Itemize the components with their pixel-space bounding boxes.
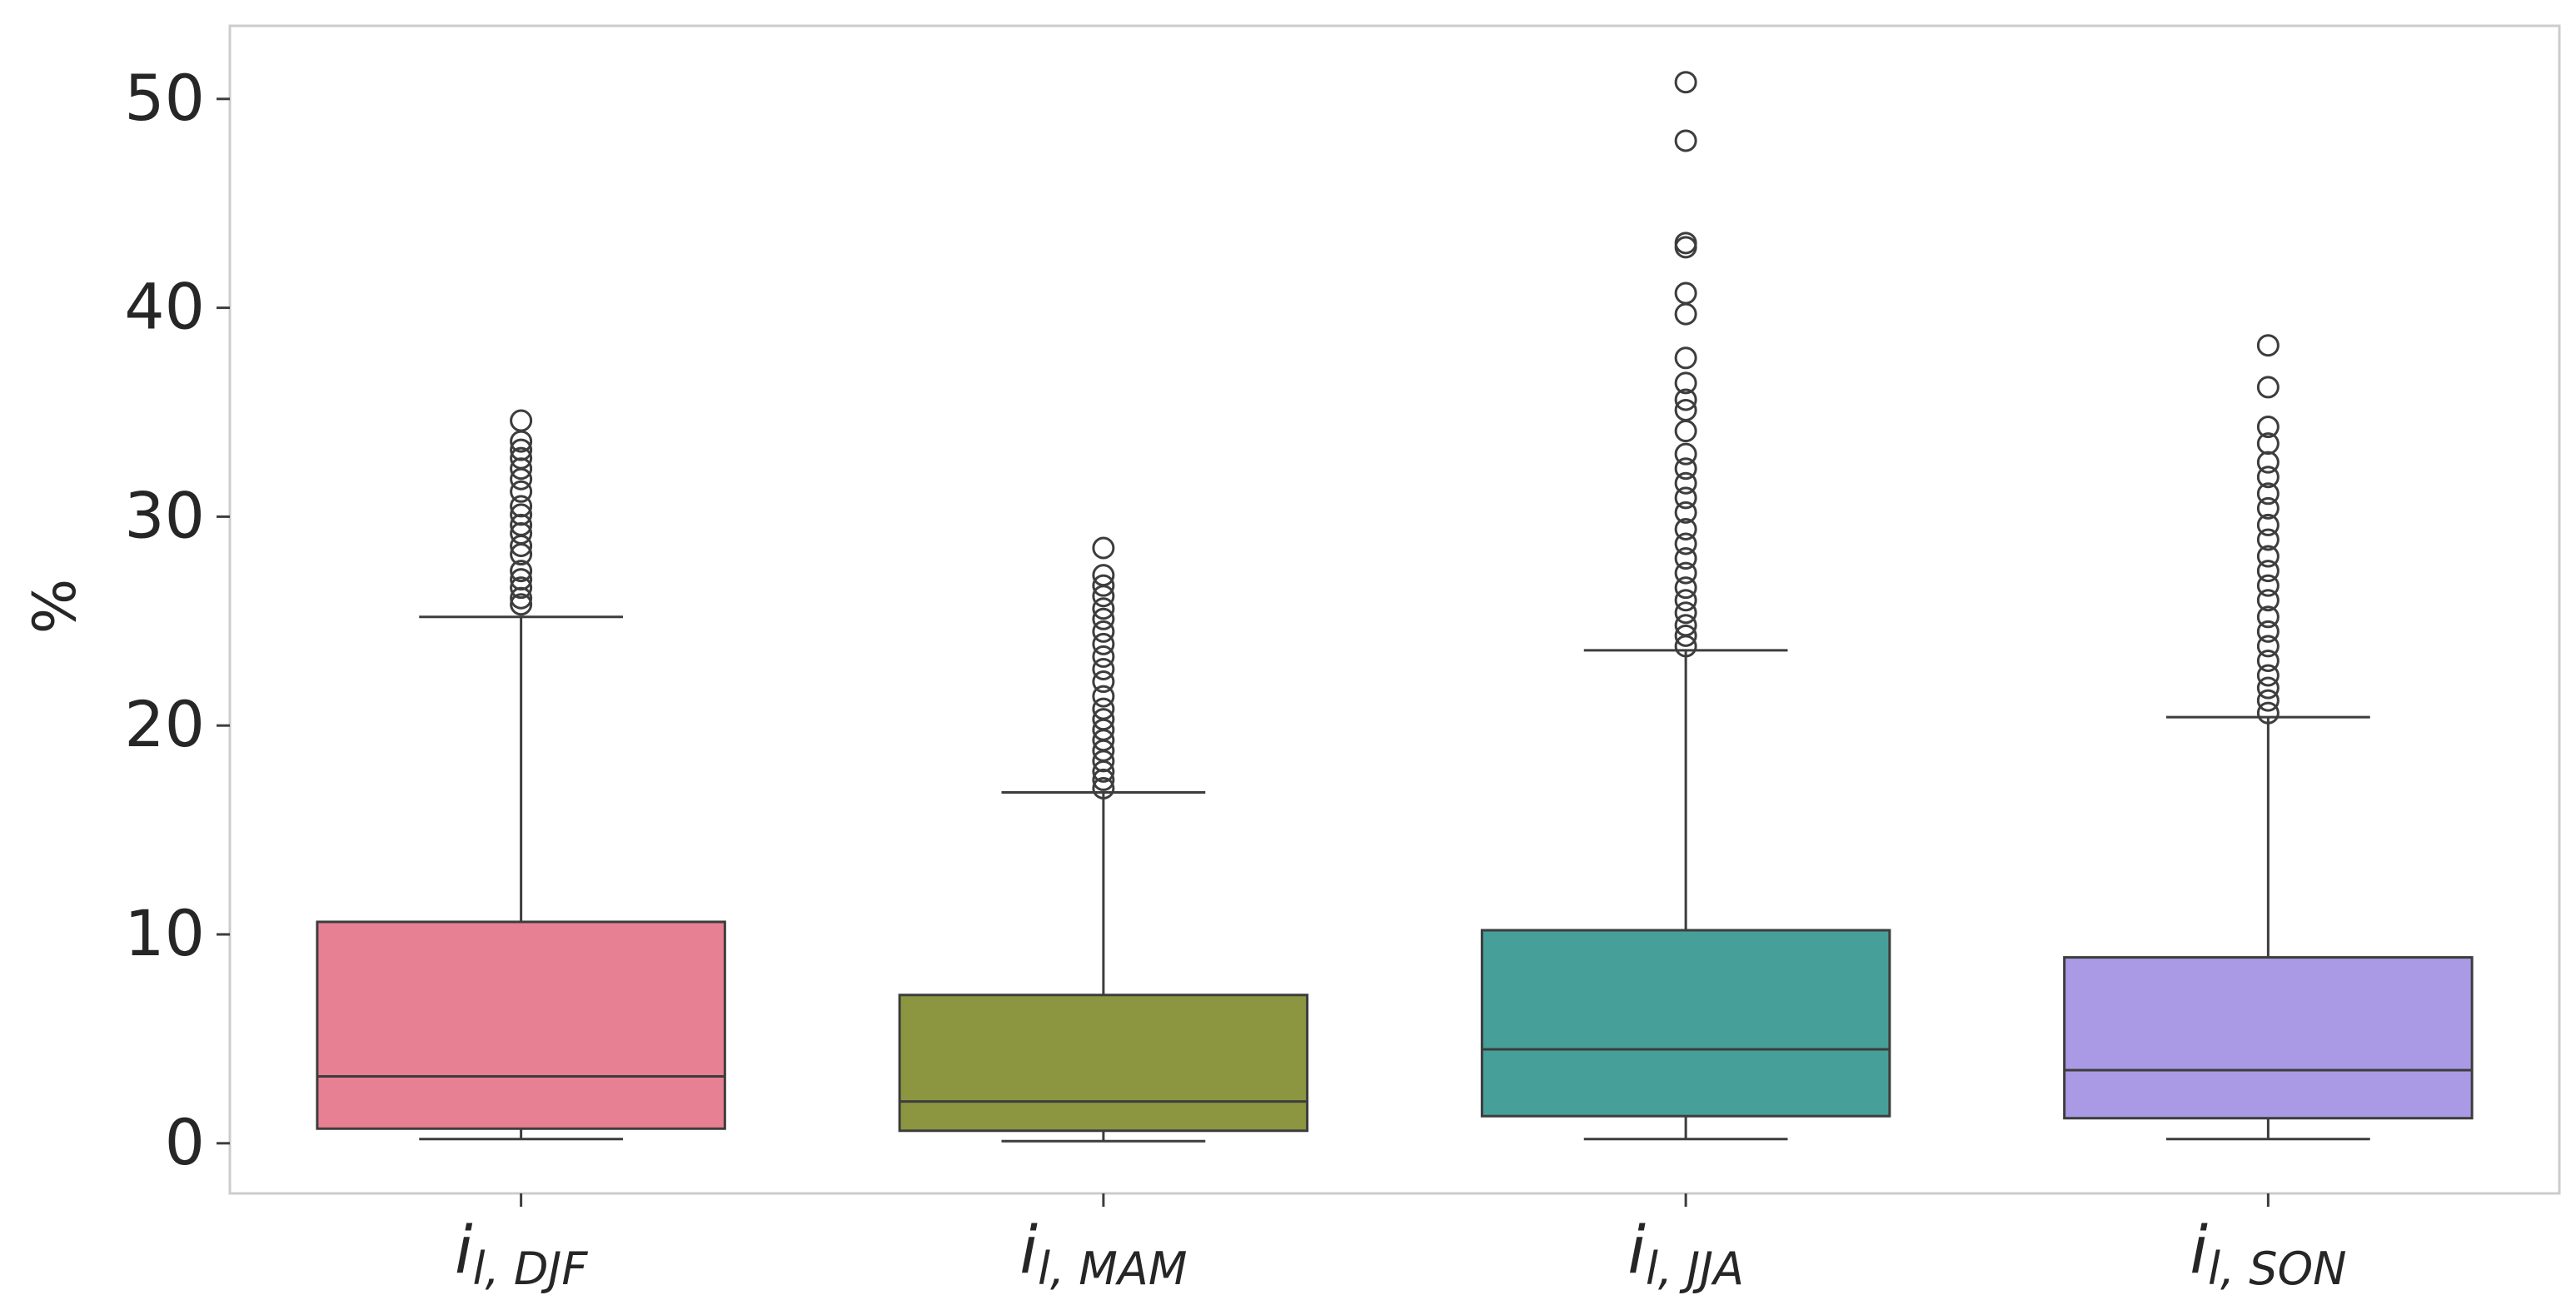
outlier-point bbox=[510, 446, 533, 470]
x-tick-label: il, SON bbox=[2190, 1213, 2346, 1295]
outlier-point bbox=[1674, 388, 1697, 411]
outlier-point bbox=[2256, 620, 2280, 643]
outlier-point bbox=[1674, 547, 1697, 570]
outlier-point bbox=[2256, 432, 2280, 456]
box-0 bbox=[316, 409, 726, 1141]
outlier-point bbox=[1674, 561, 1697, 585]
box-3 bbox=[2063, 334, 2474, 1141]
outlier-point bbox=[1674, 420, 1697, 443]
y-axis: 0 10 20 30 40 50 bbox=[124, 61, 230, 1179]
outlier-point bbox=[510, 409, 533, 432]
outlier-point bbox=[1674, 589, 1697, 612]
outlier-point bbox=[2256, 545, 2280, 568]
outlier-point bbox=[2256, 482, 2280, 506]
outlier-point bbox=[2256, 589, 2280, 612]
outlier-point bbox=[1092, 708, 1115, 731]
outlier-point bbox=[2256, 560, 2280, 583]
y-tick-label: 20 bbox=[124, 687, 205, 761]
outlier-point bbox=[510, 480, 533, 503]
outlier-point bbox=[2256, 496, 2280, 520]
outlier-point bbox=[1674, 486, 1697, 510]
outlier-point bbox=[1674, 442, 1697, 466]
outlier-point bbox=[1092, 632, 1115, 655]
outlier-point bbox=[1092, 697, 1115, 720]
outlier-point bbox=[1092, 776, 1115, 799]
outlier-point bbox=[2256, 466, 2280, 489]
y-tick-label: 0 bbox=[165, 1105, 205, 1179]
outlier-point bbox=[1674, 346, 1697, 370]
outlier-point bbox=[1674, 517, 1697, 540]
box-2 bbox=[1480, 71, 1891, 1141]
outlier-point bbox=[2256, 689, 2280, 712]
x-tick-label: il, MAM bbox=[1019, 1213, 1187, 1295]
outlier-point bbox=[2256, 528, 2280, 551]
outlier-point bbox=[2256, 605, 2280, 629]
outlier-point bbox=[1674, 71, 1697, 94]
outlier-point bbox=[510, 438, 533, 461]
outlier-point bbox=[1092, 564, 1115, 587]
outlier-point bbox=[1674, 129, 1697, 152]
x-tick-label: il, DJF bbox=[455, 1213, 589, 1295]
iqr-box bbox=[898, 994, 1309, 1133]
y-tick-label: 50 bbox=[124, 61, 205, 135]
outlier-point bbox=[1674, 501, 1697, 524]
outlier-point bbox=[1092, 597, 1115, 620]
outlier-point bbox=[510, 495, 533, 518]
outlier-point bbox=[1674, 614, 1697, 637]
outlier-point bbox=[2256, 664, 2280, 687]
outlier-point bbox=[1674, 471, 1697, 495]
outlier-point bbox=[510, 593, 533, 616]
x-axis: il, DJF il, MAM il, JJA il, SON bbox=[455, 1193, 2346, 1295]
outlier-point bbox=[1674, 371, 1697, 395]
plot-frame bbox=[228, 24, 2561, 1195]
outlier-point bbox=[1092, 536, 1115, 560]
outlier-point bbox=[1092, 657, 1115, 680]
outlier-point bbox=[1092, 607, 1115, 630]
iqr-box bbox=[316, 920, 726, 1130]
outlier-point bbox=[1674, 576, 1697, 600]
outlier-point bbox=[1092, 685, 1115, 708]
y-tick-label: 10 bbox=[124, 896, 205, 970]
outlier-point bbox=[510, 560, 533, 583]
boxes bbox=[316, 71, 2474, 1143]
outlier-point bbox=[1674, 232, 1697, 255]
outlier-point bbox=[2256, 649, 2280, 672]
outlier-point bbox=[1092, 670, 1115, 694]
outlier-point bbox=[1674, 302, 1697, 326]
y-axis-label: % bbox=[21, 579, 89, 635]
outlier-point bbox=[1092, 620, 1115, 643]
outlier-point bbox=[2256, 513, 2280, 536]
outlier-point bbox=[510, 503, 533, 526]
outlier-point bbox=[2256, 574, 2280, 597]
outlier-point bbox=[1674, 457, 1697, 481]
outlier-point bbox=[2256, 676, 2280, 700]
outlier-point bbox=[2256, 376, 2280, 399]
outlier-point bbox=[2256, 635, 2280, 658]
iqr-box bbox=[2063, 956, 2474, 1120]
y-tick-label: 40 bbox=[124, 270, 205, 344]
outlier-point bbox=[1092, 645, 1115, 668]
outlier-point bbox=[2256, 416, 2280, 439]
outlier-point bbox=[1674, 532, 1697, 555]
x-tick-label: il, JJA bbox=[1627, 1213, 1744, 1295]
outlier-point bbox=[1674, 281, 1697, 305]
y-tick-label: 30 bbox=[124, 478, 205, 552]
outlier-point bbox=[1674, 398, 1697, 421]
outlier-point bbox=[1674, 624, 1697, 647]
outlier-point bbox=[510, 568, 533, 591]
outlier-point bbox=[1092, 574, 1115, 597]
outlier-point bbox=[2256, 334, 2280, 357]
outlier-point bbox=[2256, 451, 2280, 474]
outlier-point bbox=[2256, 701, 2280, 725]
outlier-point bbox=[510, 576, 533, 600]
box-1 bbox=[898, 536, 1309, 1143]
outlier-point bbox=[1674, 601, 1697, 625]
iqr-box bbox=[1480, 929, 1891, 1118]
